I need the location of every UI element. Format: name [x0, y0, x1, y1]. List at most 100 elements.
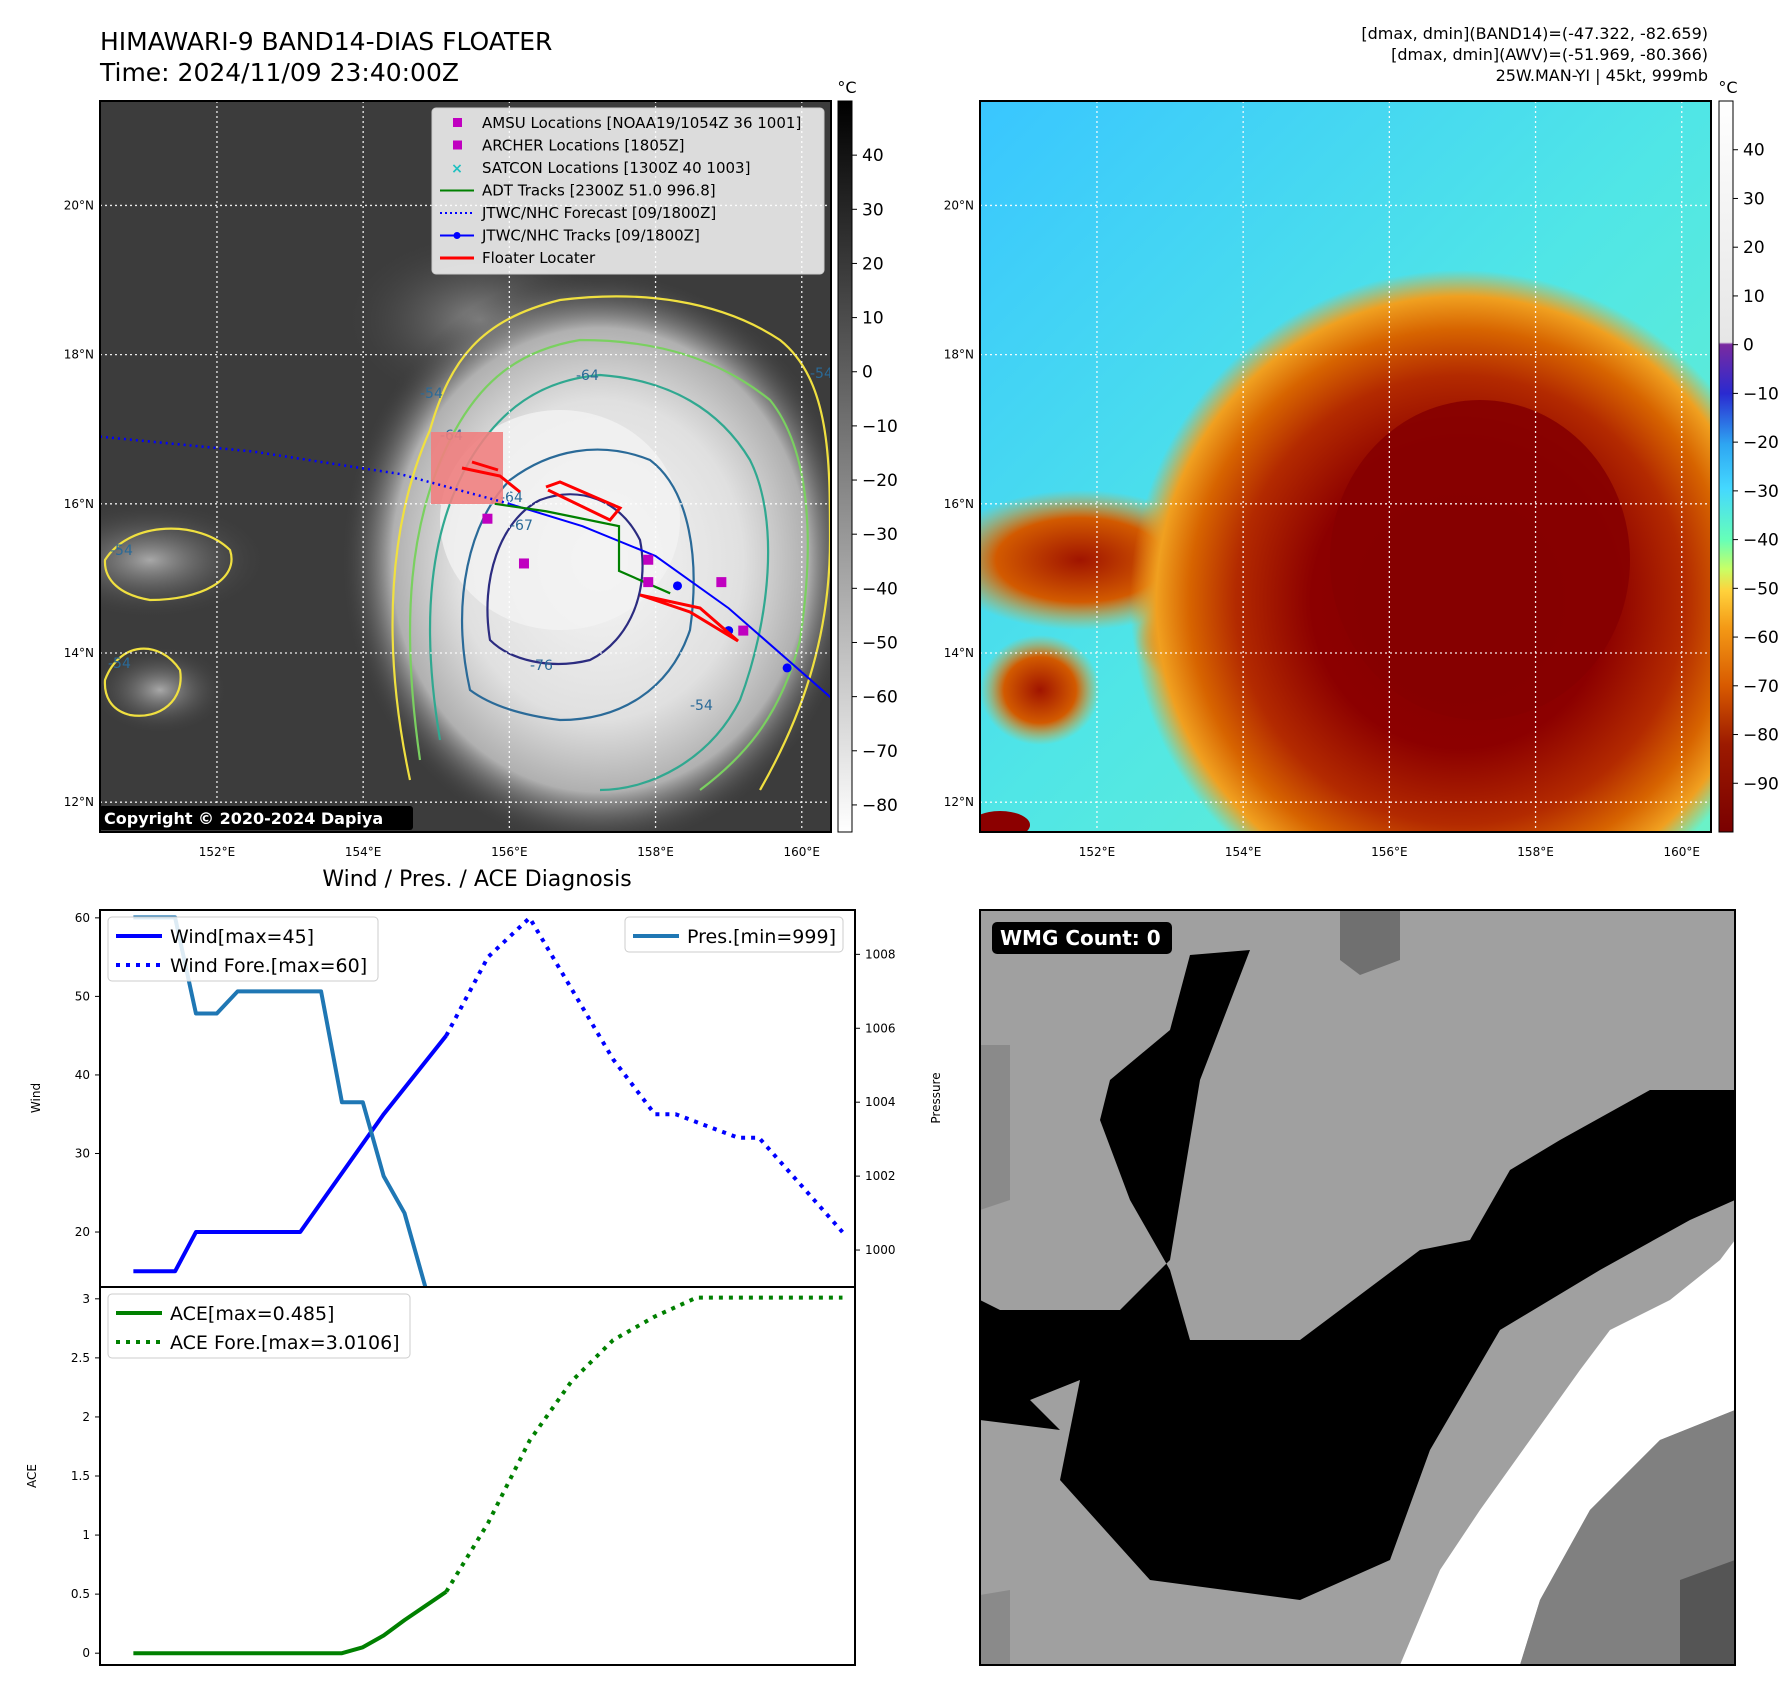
- lat-tick-label: 12°N: [944, 795, 974, 809]
- contour-label: -64: [576, 368, 599, 384]
- legend-marker-x: ×: [451, 161, 463, 177]
- legend-marker-dot: [453, 232, 461, 239]
- colorbar-tick-label: −50: [1743, 579, 1779, 599]
- y-tick-label: 2.5: [71, 1351, 90, 1365]
- colorbar-tick-label: 10: [862, 309, 884, 329]
- awv-range-info: [dmax, dmin](AWV)=(-51.969, -80.366): [1391, 45, 1708, 64]
- jtwc-track-point: [672, 581, 682, 591]
- wmg-panel: WMG Count: 0: [979, 909, 1736, 1666]
- left-colorbar-gradient: [837, 100, 853, 833]
- contour-label: -54: [690, 698, 713, 714]
- lon-tick-label: 152°E: [199, 845, 236, 859]
- wmg-frame: [979, 909, 1736, 1666]
- left-map-tracks: [100, 435, 831, 699]
- right-map-lat-labels: 20°N 18°N 16°N 14°N 12°N: [944, 198, 974, 809]
- amsu-location-marker: [716, 577, 727, 588]
- lon-tick-label: 152°E: [1079, 845, 1116, 859]
- left-map-frame: [99, 100, 832, 833]
- lat-tick-label: 18°N: [944, 348, 974, 362]
- colorbar-tick-label: −40: [1743, 531, 1779, 551]
- ace-axis-label: ACE: [25, 1464, 39, 1488]
- wind-legend: Wind[max=45] Wind Fore.[max=60]: [107, 916, 379, 982]
- legend-marker-square: [453, 140, 462, 150]
- colorbar-tick-label: 0: [1743, 336, 1754, 356]
- right-map-lon-labels: 152°E 154°E 156°E 158°E 160°E: [1079, 845, 1700, 859]
- colorbar-tick-label: −10: [1743, 384, 1779, 404]
- map-legend-rows: AMSU Locations [NOAA19/1054Z 36 1001] ARC…: [440, 114, 801, 267]
- storm-info: 25W.MAN-YI | 45kt, 999mb: [1496, 66, 1708, 85]
- right-colorbar-ticks: 40 30 20 10 0 −10 −20 −30 −40 −50 −60 −70 −80 −90: [1733, 141, 1779, 794]
- lat-tick-label: 20°N: [64, 198, 94, 212]
- right-colorbar-gradient: [1718, 100, 1734, 833]
- wmg-imagery: [980, 910, 1735, 1665]
- lon-tick-label: 158°E: [637, 845, 674, 859]
- wmg-count-badge: WMG Count: 0: [992, 922, 1172, 954]
- colorbar-tick-label: −10: [862, 417, 898, 437]
- colorbar-tick-label: −50: [862, 633, 898, 653]
- lon-tick-label: 156°E: [1371, 845, 1408, 859]
- y2-tick-label: 1004: [865, 1095, 896, 1109]
- legend-label: AMSU Locations [NOAA19/1054Z 36 1001]: [482, 114, 801, 132]
- lon-tick-label: 160°E: [1664, 845, 1701, 859]
- y-tick-label: 20: [75, 1225, 90, 1239]
- ace-legend: ACE[max=0.485] ACE Fore.[max=3.0106]: [107, 1293, 411, 1359]
- map-legend: AMSU Locations [NOAA19/1054Z 36 1001] ARC…: [431, 107, 825, 275]
- lat-tick-label: 16°N: [64, 497, 94, 511]
- colorbar-tick-label: 10: [1743, 287, 1765, 307]
- right-colorbar: °C 40 30 20 10 0 −10 −20 −30 −40 −50 −60 −70 −80 −90: [1718, 78, 1779, 833]
- lat-tick-label: 14°N: [944, 646, 974, 660]
- colorbar-tick-label: −70: [862, 742, 898, 762]
- contour-label: -54: [420, 386, 443, 402]
- pressure-legend: Pres.[min=999]: [624, 916, 844, 953]
- contour-label: -54: [108, 656, 131, 672]
- left-map-lat-labels: 20°N 18°N 16°N 14°N 12°N: [64, 198, 94, 809]
- y-tick-label: 1: [82, 1528, 90, 1542]
- lat-tick-label: 12°N: [64, 795, 94, 809]
- left-ir-map: -54 -64 -54 -54 -64 -64 -67 -76 -54 -54: [64, 100, 832, 859]
- diagnosis-title: Wind / Pres. / ACE Diagnosis: [322, 867, 631, 892]
- colorbar-tick-label: −20: [1743, 433, 1779, 453]
- y2-tick-label: 1008: [865, 947, 896, 961]
- colorbar-tick-label: −90: [1743, 774, 1779, 794]
- right-map-imagery: [980, 101, 1711, 832]
- legend-wind: Wind[max=45]: [170, 926, 314, 948]
- y-tick-label: 60: [75, 911, 90, 925]
- colorbar-tick-label: −20: [862, 471, 898, 491]
- copyright-text: Copyright © 2020-2024 Dapiya: [104, 809, 383, 828]
- colorbar-tick-label: 30: [862, 200, 884, 220]
- figure-title: HIMAWARI-9 BAND14-DIAS FLOATER: [100, 27, 552, 56]
- pressure-axis-label: Pressure: [929, 1072, 943, 1123]
- legend-label: ADT Tracks [2300Z 51.0 996.8]: [482, 182, 716, 200]
- left-map-lon-labels: 152°E 154°E 156°E 158°E 160°E: [199, 845, 820, 859]
- ace-axis-ticks: 3 2.5 2 1.5 1 0.5 0: [71, 1292, 100, 1660]
- cloud-top-contours: [103, 295, 831, 792]
- right-color-map: 152°E 154°E 156°E 158°E 160°E 20°N 18°N 16°N 14…: [944, 100, 1712, 859]
- y-tick-label: 2: [82, 1410, 90, 1424]
- floater-locater-arrows: [461, 460, 739, 643]
- legend-label: JTWC/NHC Tracks [09/1800Z]: [481, 227, 700, 245]
- lon-tick-label: 158°E: [1517, 845, 1554, 859]
- band14-range-info: [dmax, dmin](BAND14)=(-47.322, -82.659): [1361, 24, 1708, 43]
- legend-wind-forecast: Wind Fore.[max=60]: [170, 955, 367, 977]
- y-tick-label: 0: [82, 1646, 90, 1660]
- wmg-count-text: WMG Count: 0: [1000, 926, 1161, 950]
- pressure-axis-ticks: 1008 1006 1004 1002 1000: [855, 947, 896, 1257]
- lat-tick-label: 20°N: [944, 198, 974, 212]
- series-line-0: [133, 1034, 448, 1274]
- colorbar-tick-label: −80: [862, 796, 898, 816]
- colorbar-tick-label: −60: [1743, 628, 1779, 648]
- jtwc-track-point: [782, 663, 792, 673]
- jtwc-track: [509, 502, 831, 699]
- colorbar-tick-label: −40: [862, 579, 898, 599]
- contour-label: -64: [500, 490, 523, 506]
- amsu-location-marker: [518, 558, 529, 569]
- adt-track: [494, 502, 671, 595]
- lat-tick-label: 16°N: [944, 497, 974, 511]
- legend-label: Floater Locater: [482, 249, 596, 267]
- amsu-location-marker: [643, 554, 654, 565]
- amsu-location-marker: [738, 625, 749, 636]
- colorbar-tick-label: 0: [862, 363, 873, 383]
- y2-tick-label: 1000: [865, 1243, 896, 1257]
- legend-label: ARCHER Locations [1805Z]: [482, 137, 685, 155]
